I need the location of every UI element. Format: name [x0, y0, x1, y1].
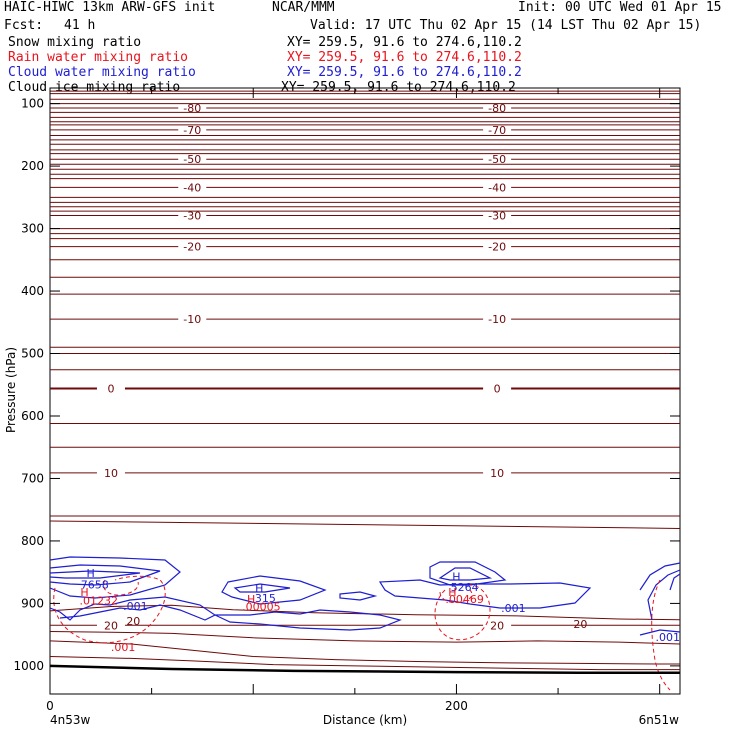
isotherm-label: -70 — [183, 124, 201, 137]
y-tick-label: 800 — [21, 534, 44, 548]
contour-label: .00005 — [242, 601, 281, 614]
field-xy-rain: XY= 259.5, 91.6 to 274.6,110.2 — [287, 50, 522, 65]
isotherm-line — [49, 520, 681, 529]
isotherm-line — [49, 656, 680, 671]
x-end-label-left: 4n53w — [50, 713, 91, 727]
isotherm-label: -30 — [183, 209, 201, 222]
contour-label: .001 — [111, 641, 136, 654]
contour-label: 20 — [126, 615, 140, 628]
isotherm-label: -80 — [183, 102, 201, 115]
y-tick-label: 200 — [21, 159, 44, 173]
isotherm-label: -40 — [183, 181, 201, 194]
model-title: HAIC-HIWC 13km ARW-GFS init — [4, 0, 216, 15]
contour-label: 7658 — [81, 579, 109, 592]
cloud-water-contour — [339, 591, 378, 601]
contour-label: .01232 — [80, 594, 119, 607]
cloud-water-contour — [438, 567, 493, 581]
isotherm-label: -10 — [488, 313, 506, 326]
cloud-water-contour — [647, 569, 681, 621]
forecast-label: Fcst: — [4, 18, 44, 33]
cloud-water-contour — [221, 575, 327, 605]
contour-label: H — [247, 593, 255, 606]
cloud-water-contour — [49, 570, 141, 579]
isotherm-label: 0 — [494, 383, 501, 396]
init-time: Init: 00 UTC Wed 01 Apr 15 — [518, 0, 722, 15]
rain-water-contour — [651, 579, 671, 691]
cloud-water-contour — [429, 561, 507, 586]
y-tick-label: 500 — [21, 347, 44, 361]
contour-annotations: H7658H.01232.00120.001H315H.00005H5264H.… — [80, 567, 681, 654]
isotherm-label: 20 — [490, 619, 504, 632]
plot-frame — [49, 87, 681, 695]
org-label: NCAR/MMM — [272, 0, 335, 15]
contour-label: H — [87, 567, 95, 580]
isotherm-label: -50 — [488, 153, 506, 166]
contour-label: .001 — [501, 602, 526, 615]
cloud-water-contour — [639, 629, 681, 636]
x-tick-label: 200 — [445, 699, 468, 713]
isotherm-label: -10 — [183, 313, 201, 326]
field-xy-cloud-water: XY= 259.5, 91.6 to 274.6,110.2 — [287, 65, 522, 80]
contour-label: .00469 — [445, 593, 484, 606]
isotherm-label: 10 — [104, 467, 118, 480]
y-tick-label: 300 — [21, 222, 44, 236]
field-xy-snow: XY= 259.5, 91.6 to 274.6,110.2 — [287, 35, 522, 50]
cloud-water-contours — [49, 556, 681, 636]
contour-label: .001 — [123, 600, 148, 613]
x-tick-label: 0 — [46, 699, 54, 713]
field-name-snow: Snow mixing ratio — [8, 35, 142, 50]
y-tick-label: 1000 — [13, 659, 44, 673]
cloud-water-contour — [214, 609, 402, 631]
cloud-water-contour — [378, 579, 592, 609]
field-name-cloud-water: Cloud water mixing ratio — [8, 65, 196, 80]
field-name-rain: Rain water mixing ratio — [8, 50, 189, 65]
isotherm-label: 10 — [490, 467, 504, 480]
isotherm-label: -70 — [488, 124, 506, 137]
y-tick-label: 900 — [21, 596, 44, 610]
contour-label: .001 — [656, 631, 681, 644]
y-tick-label: 400 — [21, 284, 44, 298]
contour-label: 20 — [573, 618, 587, 631]
contour-label: H — [255, 582, 263, 595]
isotherm-line — [49, 640, 680, 665]
y-tick-label: 600 — [21, 409, 44, 423]
x-end-label-right: 6n51w — [639, 713, 680, 727]
isotherm-label: -30 — [488, 209, 506, 222]
isotherm-line — [49, 631, 681, 645]
cloud-water-contour — [639, 562, 681, 591]
cloud-water-contour — [49, 556, 181, 599]
contour-label: H — [448, 586, 456, 599]
contour-label: 5264 — [451, 581, 479, 594]
isotherm-label: 20 — [104, 619, 118, 632]
rain-water-contour — [103, 579, 139, 596]
rain-water-contours — [53, 575, 671, 691]
isotherm-label: -80 — [488, 102, 506, 115]
x-axis-label: Distance (km) — [323, 713, 407, 727]
contour-label: H — [452, 571, 460, 584]
isotherm-line — [49, 604, 681, 621]
temperature-isotherms: -80 -80 -70 -70 -50 -50 -40 -40 -30 -30 -20 -20 -10 -… — [49, 90, 681, 671]
contour-label: H — [80, 586, 88, 599]
cloud-water-contour — [49, 596, 217, 621]
cloud-water-contour — [233, 583, 291, 593]
isotherm-label: -50 — [183, 153, 201, 166]
ground-line — [49, 664, 680, 675]
isotherm-label: 0 — [107, 383, 114, 396]
isotherm-label: -20 — [488, 241, 506, 254]
ground-line-path — [49, 664, 680, 675]
valid-time: Valid: 17 UTC Thu 02 Apr 15 (14 LST Thu … — [310, 18, 702, 33]
isotherm-label: -20 — [183, 241, 201, 254]
y-axis-label: Pressure (hPa) — [4, 347, 18, 433]
cloud-water-contour — [669, 573, 681, 591]
contour-label: 315 — [255, 592, 276, 605]
cloud-water-contour — [49, 564, 161, 586]
y-tick-label: 100 — [21, 97, 44, 111]
isotherm-label: -40 — [488, 181, 506, 194]
forecast-hours: 41 h — [64, 18, 96, 33]
y-tick-label: 700 — [21, 471, 44, 485]
rain-water-contour — [53, 575, 166, 644]
rain-water-contour — [434, 584, 491, 641]
